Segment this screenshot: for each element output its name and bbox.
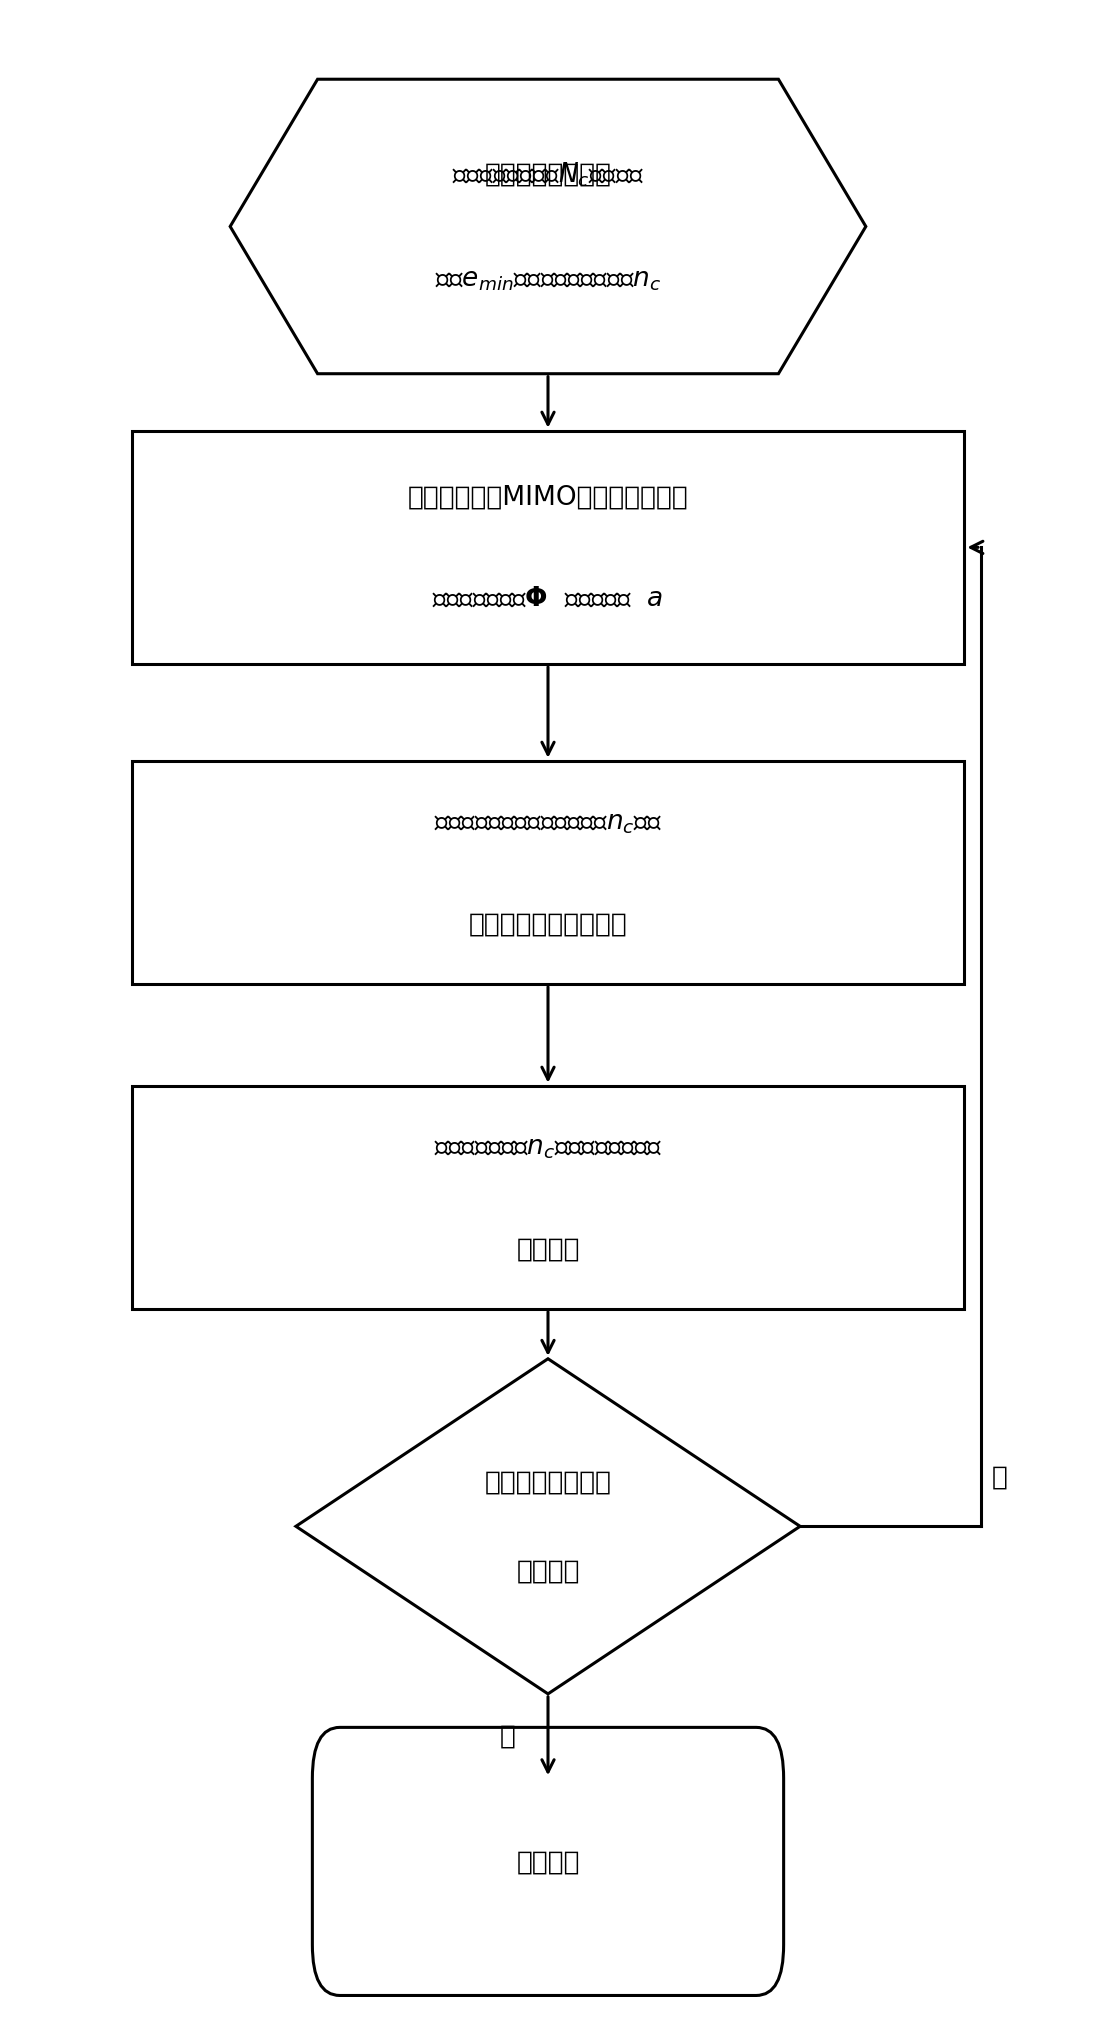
Text: 使用序列二次规划算法求解第$n_c$次迭: 使用序列二次规划算法求解第$n_c$次迭 [434, 810, 662, 834]
Polygon shape [296, 1360, 800, 1693]
FancyBboxPatch shape [132, 761, 964, 985]
FancyBboxPatch shape [132, 432, 964, 666]
Text: 差值$e_{min}$的初始值和迭代次数$n_c$: 差值$e_{min}$的初始值和迭代次数$n_c$ [435, 268, 661, 292]
Text: 的总次数: 的总次数 [516, 1559, 580, 1583]
Text: 判断是否达到迭代: 判断是否达到迭代 [484, 1470, 612, 1494]
Text: 矩阵的相位矩阵$\mathbf{\Phi}$  和系数变量  $a$: 矩阵的相位矩阵$\mathbf{\Phi}$ 和系数变量 $a$ [433, 587, 663, 611]
Polygon shape [230, 81, 866, 374]
FancyBboxPatch shape [312, 1728, 784, 1995]
Text: 设置迭代的总次数: 设置迭代的总次数 [484, 162, 612, 187]
Text: 设置迭代的总次数$N_c$，最小误: 设置迭代的总次数$N_c$，最小误 [452, 160, 644, 189]
Text: 迭代结束: 迭代结束 [516, 1849, 580, 1874]
FancyBboxPatch shape [132, 1086, 964, 1309]
Text: 判断是否保存第$n_c$次迭代的优化后的: 判断是否保存第$n_c$次迭代的优化后的 [434, 1135, 662, 1159]
Text: 初始化共形阵MIMO雷达系统的波形: 初始化共形阵MIMO雷达系统的波形 [408, 485, 688, 510]
Text: 代的优化后的相位矩阵: 代的优化后的相位矩阵 [469, 911, 627, 936]
Text: 相位矩阵: 相位矩阵 [516, 1236, 580, 1261]
Text: 是: 是 [500, 1723, 515, 1750]
Text: 否: 否 [992, 1464, 1007, 1490]
